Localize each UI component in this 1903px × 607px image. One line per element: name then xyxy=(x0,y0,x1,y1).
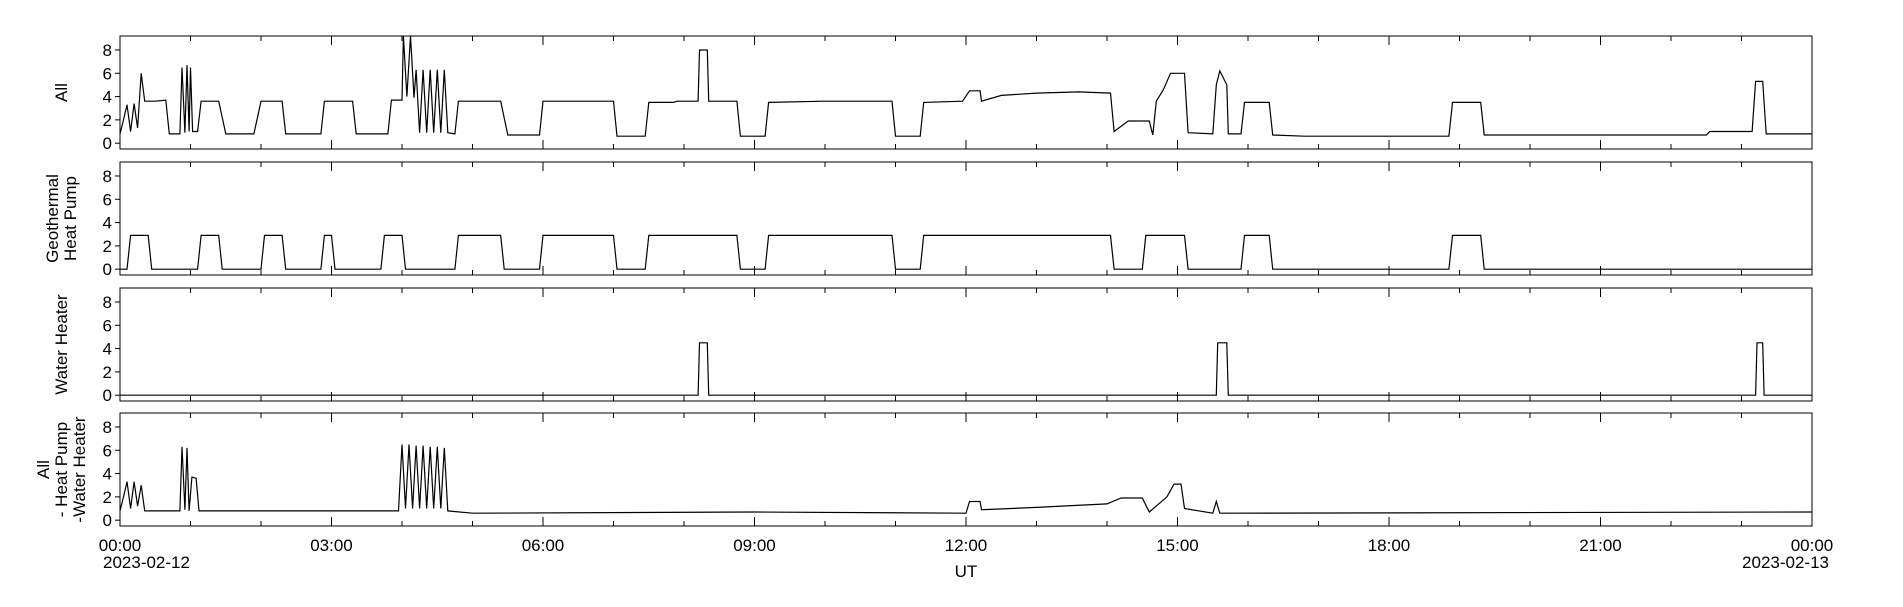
panel-geothermal-heat-pump: 0 2 4 6 8 Geothermal Heat Pump xyxy=(43,161,1813,279)
panel-water-heater: 0 2 4 6 8 Water Heater xyxy=(52,287,1813,405)
x-axis: UT 2023-02-12 2023-02-13 00:00 03:00 06:00… xyxy=(99,536,1834,581)
y-tick-label: 4 xyxy=(103,465,112,484)
y-tick-label: 0 xyxy=(103,260,112,279)
x-tick-label: 18:00 xyxy=(1368,536,1411,555)
panels: 0 2 4 6 8 All 0 2 4 6 8 Geothermal Heat Pump 0 2 4 6 8 Wat… xyxy=(34,35,1813,530)
y-axis-label-line: -Water Heater xyxy=(70,416,89,522)
y-tick-label: 4 xyxy=(103,340,112,359)
panel-frame xyxy=(119,161,1813,276)
y-axis-label: Water Heater xyxy=(52,294,71,395)
series-line-water-heater xyxy=(120,342,1812,396)
x-tick-label: 12:00 xyxy=(945,536,988,555)
series-line-geothermal-heat-pump xyxy=(120,234,1812,270)
y-axis-label: All - Heat Pump -Water Heater xyxy=(34,416,89,522)
y-tick-label: 2 xyxy=(103,237,112,256)
y-tick-label: 8 xyxy=(103,167,112,186)
y-tick-label: 4 xyxy=(103,214,112,233)
y-tick-label: 2 xyxy=(103,111,112,130)
y-axis-label: All xyxy=(52,83,71,102)
panel-frame xyxy=(119,35,1813,150)
x-tick-label: 00:00 xyxy=(1791,536,1834,555)
y-tick-label: 0 xyxy=(103,134,112,153)
x-tick-label: 21:00 xyxy=(1579,536,1622,555)
y-tick-label: 6 xyxy=(103,316,112,335)
y-axis-label-line: Heat Pump xyxy=(61,176,80,261)
x-tick-label: 15:00 xyxy=(1156,536,1199,555)
y-tick-label: 6 xyxy=(103,441,112,460)
panel-all: 0 2 4 6 8 All xyxy=(52,35,1813,153)
series-line-residual xyxy=(119,444,1813,514)
y-tick-label: 0 xyxy=(103,511,112,530)
y-axis-label-line: All xyxy=(34,460,53,479)
x-tick-label: 09:00 xyxy=(733,536,776,555)
x-date-start-label: 2023-02-12 xyxy=(103,553,190,572)
y-axis-label: Geothermal Heat Pump xyxy=(43,174,80,263)
y-axis-label-line: Geothermal xyxy=(43,174,62,263)
x-axis-label: UT xyxy=(955,562,978,581)
panel-residual: 0 2 4 6 8 All - Heat Pump -Water Heater xyxy=(34,412,1813,530)
x-tick-label: 00:00 xyxy=(99,536,142,555)
series-line-all xyxy=(119,35,1812,137)
y-tick-label: 6 xyxy=(103,64,112,83)
x-tick-label: 06:00 xyxy=(522,536,565,555)
x-date-end-label: 2023-02-13 xyxy=(1742,553,1829,572)
y-tick-label: 2 xyxy=(103,363,112,382)
y-axis-label-line: - Heat Pump xyxy=(52,422,71,517)
x-tick-label: 03:00 xyxy=(310,536,353,555)
y-tick-label: 2 xyxy=(103,488,112,507)
y-tick-label: 8 xyxy=(103,41,112,60)
y-axis-label-line: All xyxy=(52,83,71,102)
panel-frame xyxy=(119,412,1813,527)
y-tick-label: 8 xyxy=(103,293,112,312)
y-tick-label: 6 xyxy=(103,190,112,209)
y-tick-label: 4 xyxy=(103,88,112,107)
panel-frame xyxy=(119,287,1813,402)
y-axis-label-line: Water Heater xyxy=(52,294,71,395)
y-tick-label: 8 xyxy=(103,418,112,437)
y-tick-label: 0 xyxy=(103,386,112,405)
